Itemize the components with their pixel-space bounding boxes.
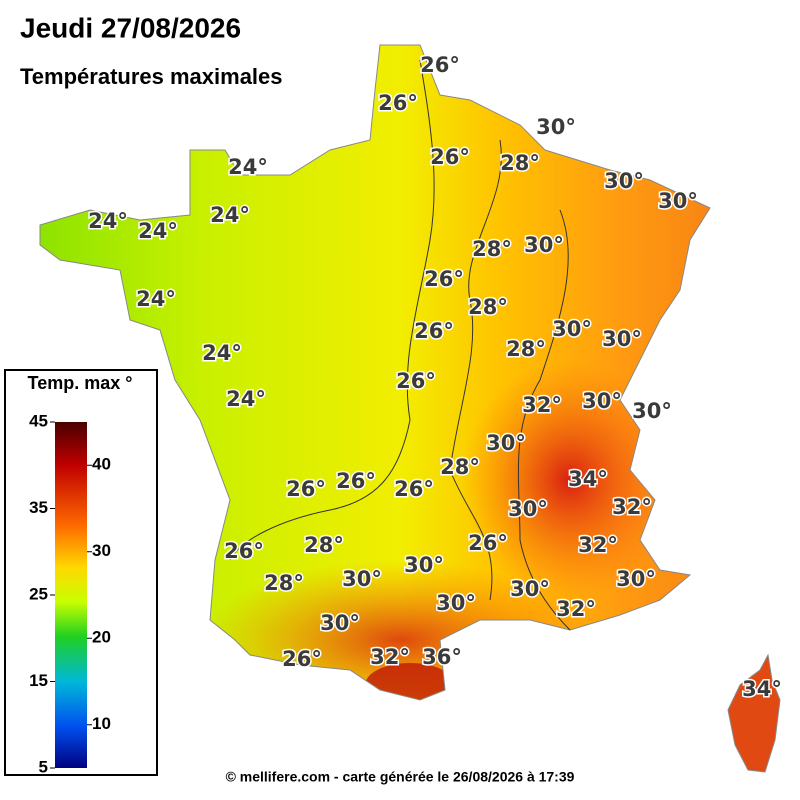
isotherm-label: 26° <box>430 145 470 169</box>
isotherm-label: 26° <box>286 477 326 501</box>
isotherm-label: 28° <box>500 151 540 175</box>
isotherm-label: 26° <box>224 539 264 563</box>
isotherm-label: 30° <box>552 317 592 341</box>
isotherm-label: 28° <box>468 295 508 319</box>
isotherm-label: 30° <box>524 233 564 257</box>
isotherm-label: 30° <box>342 567 382 591</box>
isotherm-label: 24° <box>138 219 178 243</box>
isotherm <box>229 59 435 561</box>
colorbar-tick-label: 10 <box>92 714 111 733</box>
isotherm-label: 30° <box>616 567 656 591</box>
title: Jeudi 27/08/2026 <box>20 12 241 43</box>
colorbar-tick-label: 30 <box>92 541 111 560</box>
isotherm-label: 30° <box>604 169 644 193</box>
isotherm-label: 26° <box>394 477 434 501</box>
isotherm-label: 32° <box>370 645 410 669</box>
isotherm-label: 32° <box>612 495 652 519</box>
isotherm <box>517 209 571 631</box>
isotherm-label: 34° <box>568 467 608 491</box>
france-outline <box>39 44 711 701</box>
isotherm-label: 30° <box>486 431 526 455</box>
isotherm-label: 26° <box>420 53 460 77</box>
isotherm-label: 30° <box>632 399 672 423</box>
colorbar-tick-label: 15 <box>29 671 48 690</box>
isotherm-label: 26° <box>424 267 464 291</box>
isotherm-label: 30° <box>658 189 698 213</box>
legend-title: Temp. max ° <box>27 373 133 393</box>
isotherm-label: 26° <box>282 647 322 671</box>
isotherm-label: 24° <box>88 209 128 233</box>
colorbar-tick-label: 25 <box>29 584 48 603</box>
colorbar-tick-label: 20 <box>92 628 111 647</box>
isotherm-label: 36° <box>422 645 462 669</box>
isotherm-label: 26° <box>336 469 376 493</box>
isotherm-label: 26° <box>378 91 418 115</box>
hot-zone <box>365 663 455 700</box>
isotherm-label: 30° <box>508 497 548 521</box>
isotherm <box>449 139 502 601</box>
isotherm-label: 28° <box>264 571 304 595</box>
isotherm-label: 30° <box>404 553 444 577</box>
isotherm-label: 30° <box>320 611 360 635</box>
isotherm-label: 30° <box>536 115 576 139</box>
isotherm-label: 30° <box>436 591 476 615</box>
isotherm-label: 24° <box>202 341 242 365</box>
isotherm-label: 30° <box>582 389 622 413</box>
colorbar-tick-label: 40 <box>92 455 111 474</box>
colorbar-tick-label: 35 <box>29 498 48 517</box>
isotherm-label: 32° <box>578 533 618 557</box>
isotherm-label: 32° <box>522 393 562 417</box>
isotherm-label: 24° <box>226 387 266 411</box>
isotherm-label: 26° <box>414 319 454 343</box>
corsica <box>727 653 781 773</box>
colorbar <box>55 422 87 768</box>
colorbar-tick-label: 45 <box>29 411 48 430</box>
isotherm-label: 26° <box>468 531 508 555</box>
isotherm-label: 28° <box>472 237 512 261</box>
isotherm-label: 30° <box>510 577 550 601</box>
hot-zone <box>460 360 680 600</box>
isotherm-label: 34° <box>742 677 782 701</box>
footer: © mellifere.com - carte générée le 26/08… <box>226 769 575 785</box>
isotherm-label: 28° <box>506 337 546 361</box>
colorbar-tick-label: 5 <box>39 757 48 776</box>
isotherm-label: 30° <box>602 327 642 351</box>
isotherm-label: 28° <box>440 455 480 479</box>
isotherm-label: 24° <box>136 287 176 311</box>
isotherm-label: 24° <box>228 155 268 179</box>
isotherm-label: 24° <box>210 203 250 227</box>
isotherms <box>229 59 571 631</box>
isotherm-label: 32° <box>556 597 596 621</box>
isotherm-label: 28° <box>304 533 344 557</box>
subtitle: Températures maximales <box>20 64 283 89</box>
isotherm-label: 26° <box>396 369 436 393</box>
